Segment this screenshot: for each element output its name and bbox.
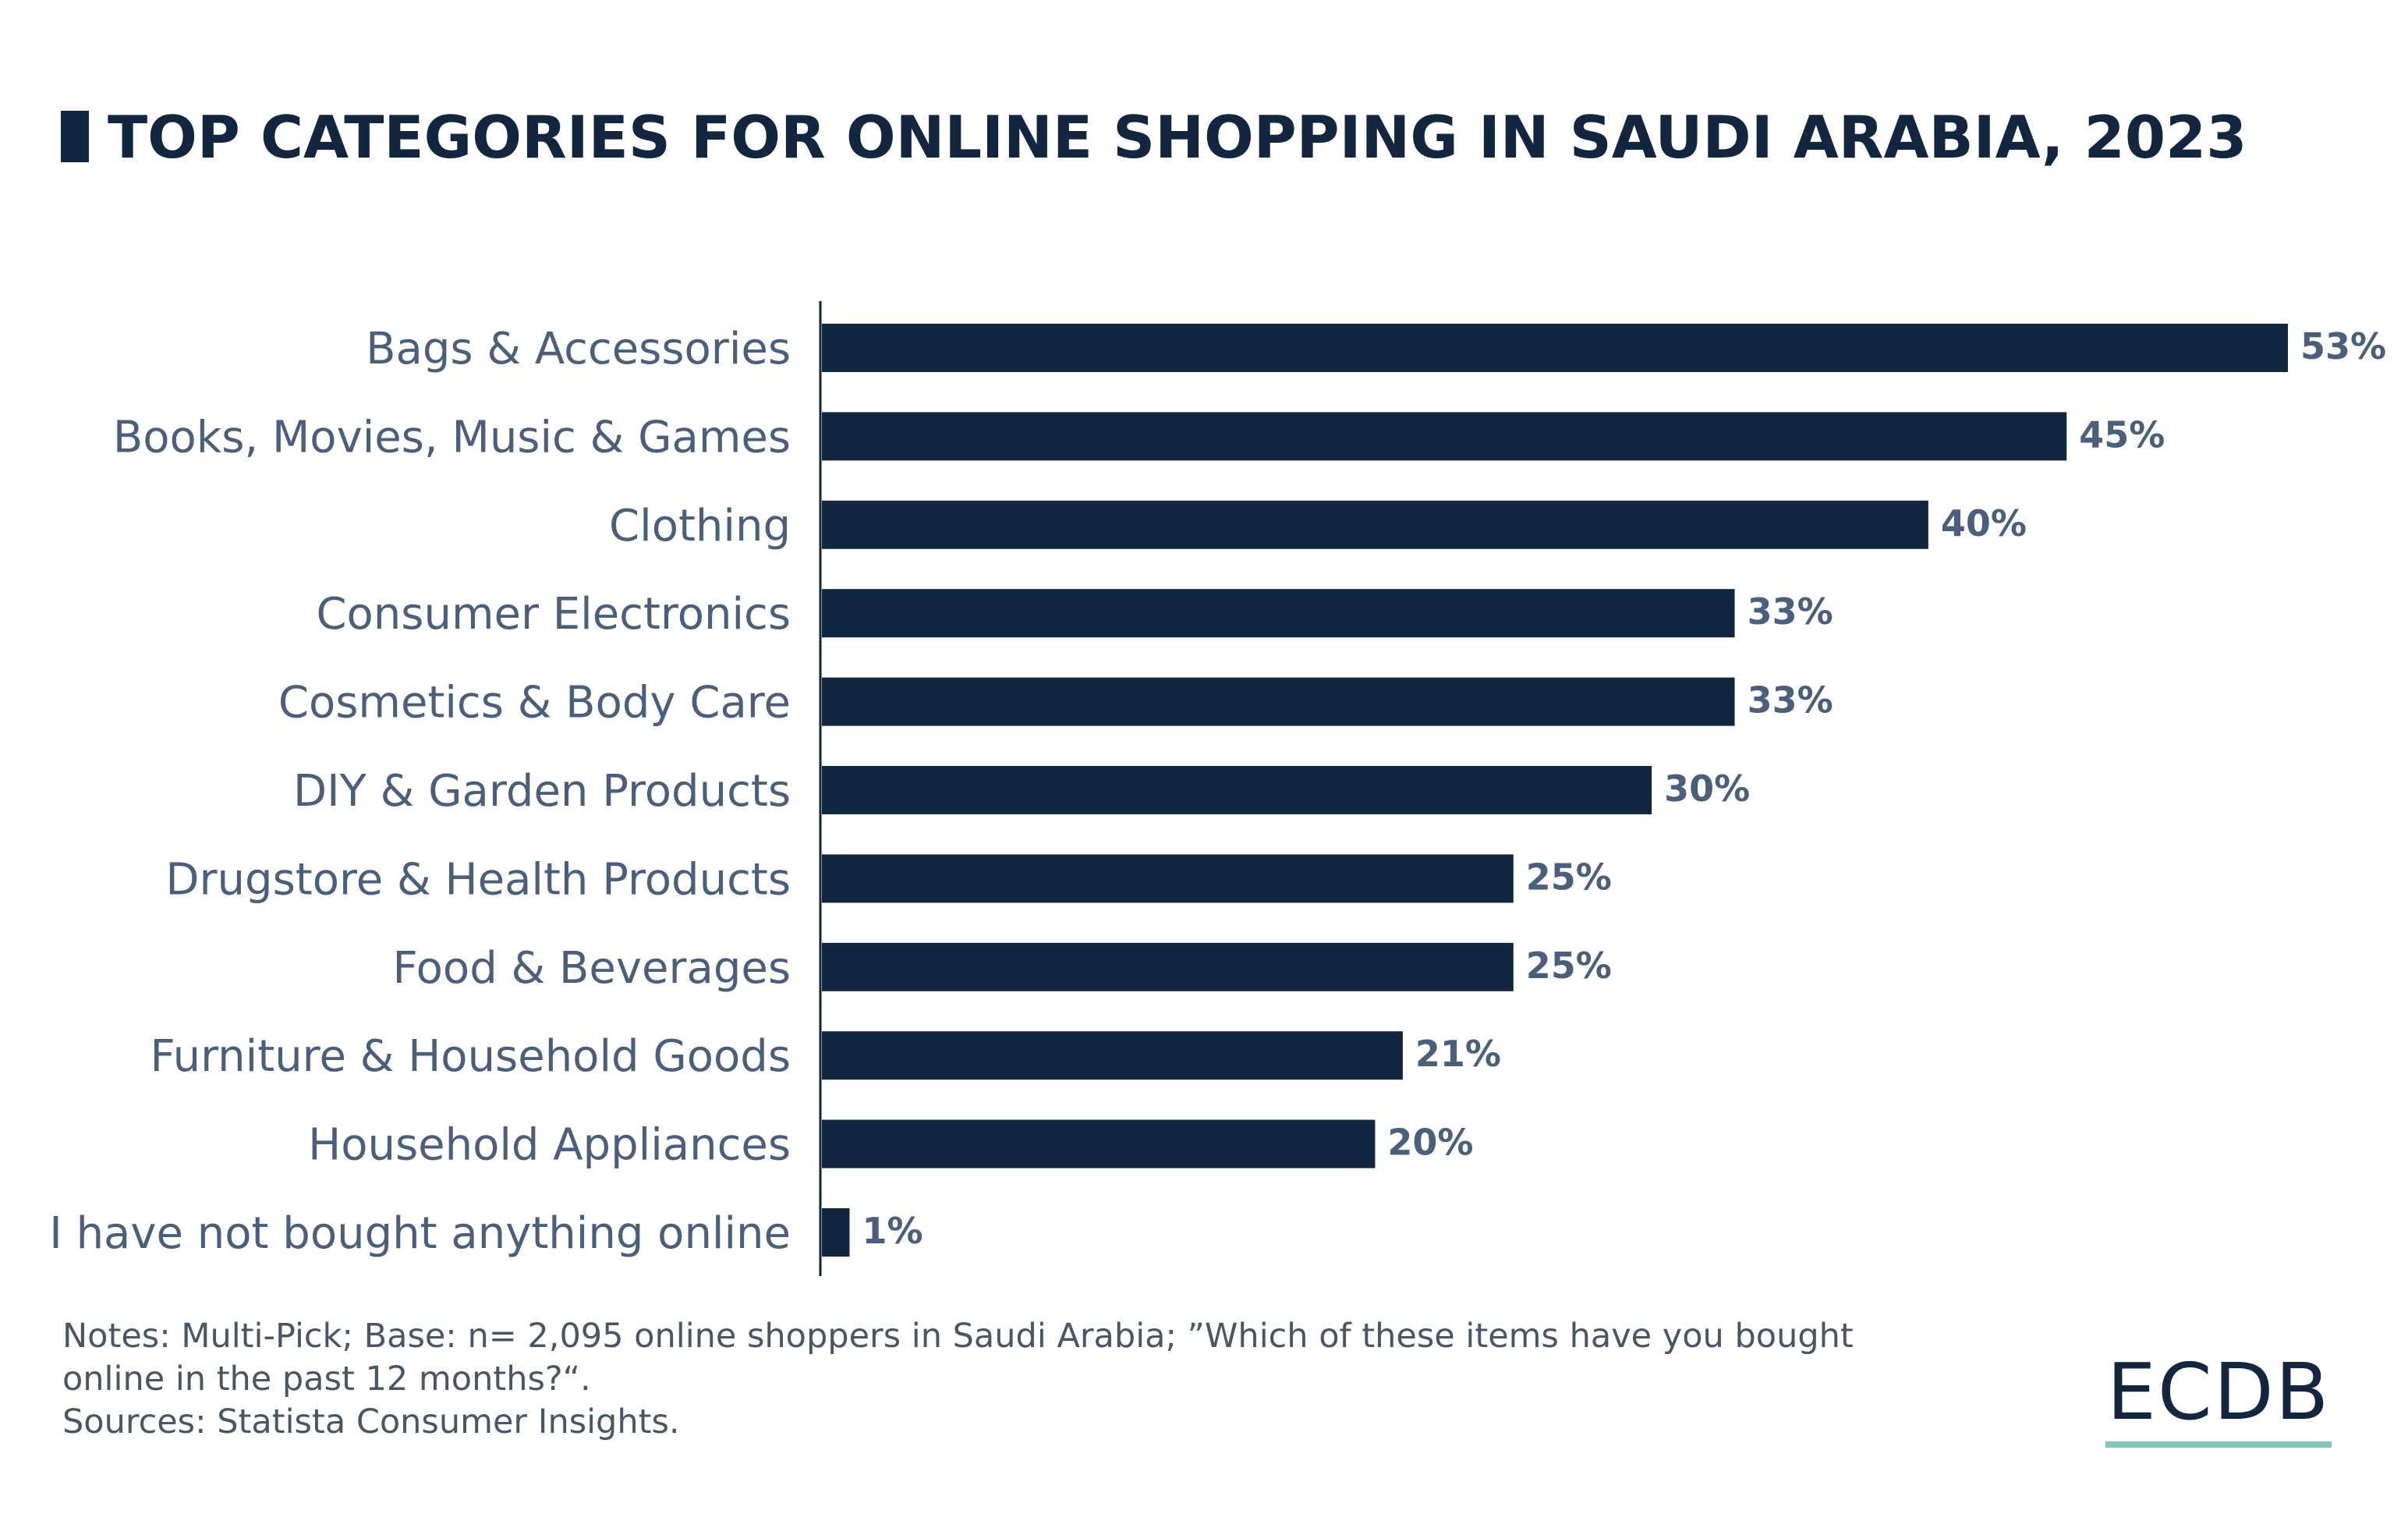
category-label: I have not bought anything online <box>49 1208 791 1259</box>
value-label: 25% <box>1526 945 1612 987</box>
category-label: Food & Beverages <box>392 943 791 994</box>
bar <box>822 1208 850 1257</box>
category-label: Bags & Accessories <box>366 324 791 374</box>
bars-layer: Bags & Accessories 53% Books, Movies, Musi… <box>49 324 2386 1259</box>
category-label: DIY & Garden Products <box>293 766 791 817</box>
title-marker <box>61 111 89 162</box>
bar <box>822 324 2288 372</box>
notes: Notes: Multi-Pick; Base: n= 2,095 online… <box>62 1315 1934 1444</box>
chart-title: TOP CATEGORIES FOR ONLINE SHOPPING IN SA… <box>108 103 2247 172</box>
category-label: Books, Movies, Music & Games <box>113 412 791 463</box>
bar <box>822 766 1652 814</box>
value-label: 33% <box>1748 679 1833 722</box>
bar <box>822 412 2067 461</box>
ecdb-logo: ECDB <box>2105 1349 2332 1448</box>
value-label: 21% <box>1415 1033 1501 1075</box>
value-label: 45% <box>2079 413 2165 456</box>
bar <box>822 500 1928 549</box>
notes-line-1: Notes: Multi-Pick; Base: n= 2,095 online… <box>62 1317 1854 1356</box>
logo-underline <box>2105 1441 2332 1448</box>
value-label: 25% <box>1526 856 1612 898</box>
category-label: Furniture & Household Goods <box>150 1031 791 1082</box>
bar <box>822 589 1735 638</box>
notes-line-2: online in the past 12 months?“. <box>62 1360 591 1399</box>
bar <box>822 854 1514 903</box>
category-label: Household Appliances <box>308 1120 791 1171</box>
category-label: Consumer Electronics <box>316 589 791 640</box>
value-label: 53% <box>2300 325 2386 367</box>
value-label: 20% <box>1387 1122 1473 1164</box>
value-label: 33% <box>1748 590 1833 633</box>
bar-chart: Bags & Accessories 53% Books, Movies, Musi… <box>49 301 2386 1276</box>
category-label: Drugstore & Health Products <box>165 854 791 905</box>
value-label: 1% <box>862 1210 922 1252</box>
logo-text: ECDB <box>2106 1346 2331 1438</box>
bar <box>822 942 1514 991</box>
value-label: 30% <box>1664 768 1750 810</box>
bar <box>822 677 1735 726</box>
category-label: Cosmetics & Body Care <box>278 678 791 729</box>
bar <box>822 1031 1403 1080</box>
value-label: 40% <box>1941 502 2027 544</box>
bar <box>822 1119 1376 1168</box>
category-label: Clothing <box>609 501 791 551</box>
sources-line: Sources: Statista Consumer Insights. <box>62 1402 680 1441</box>
